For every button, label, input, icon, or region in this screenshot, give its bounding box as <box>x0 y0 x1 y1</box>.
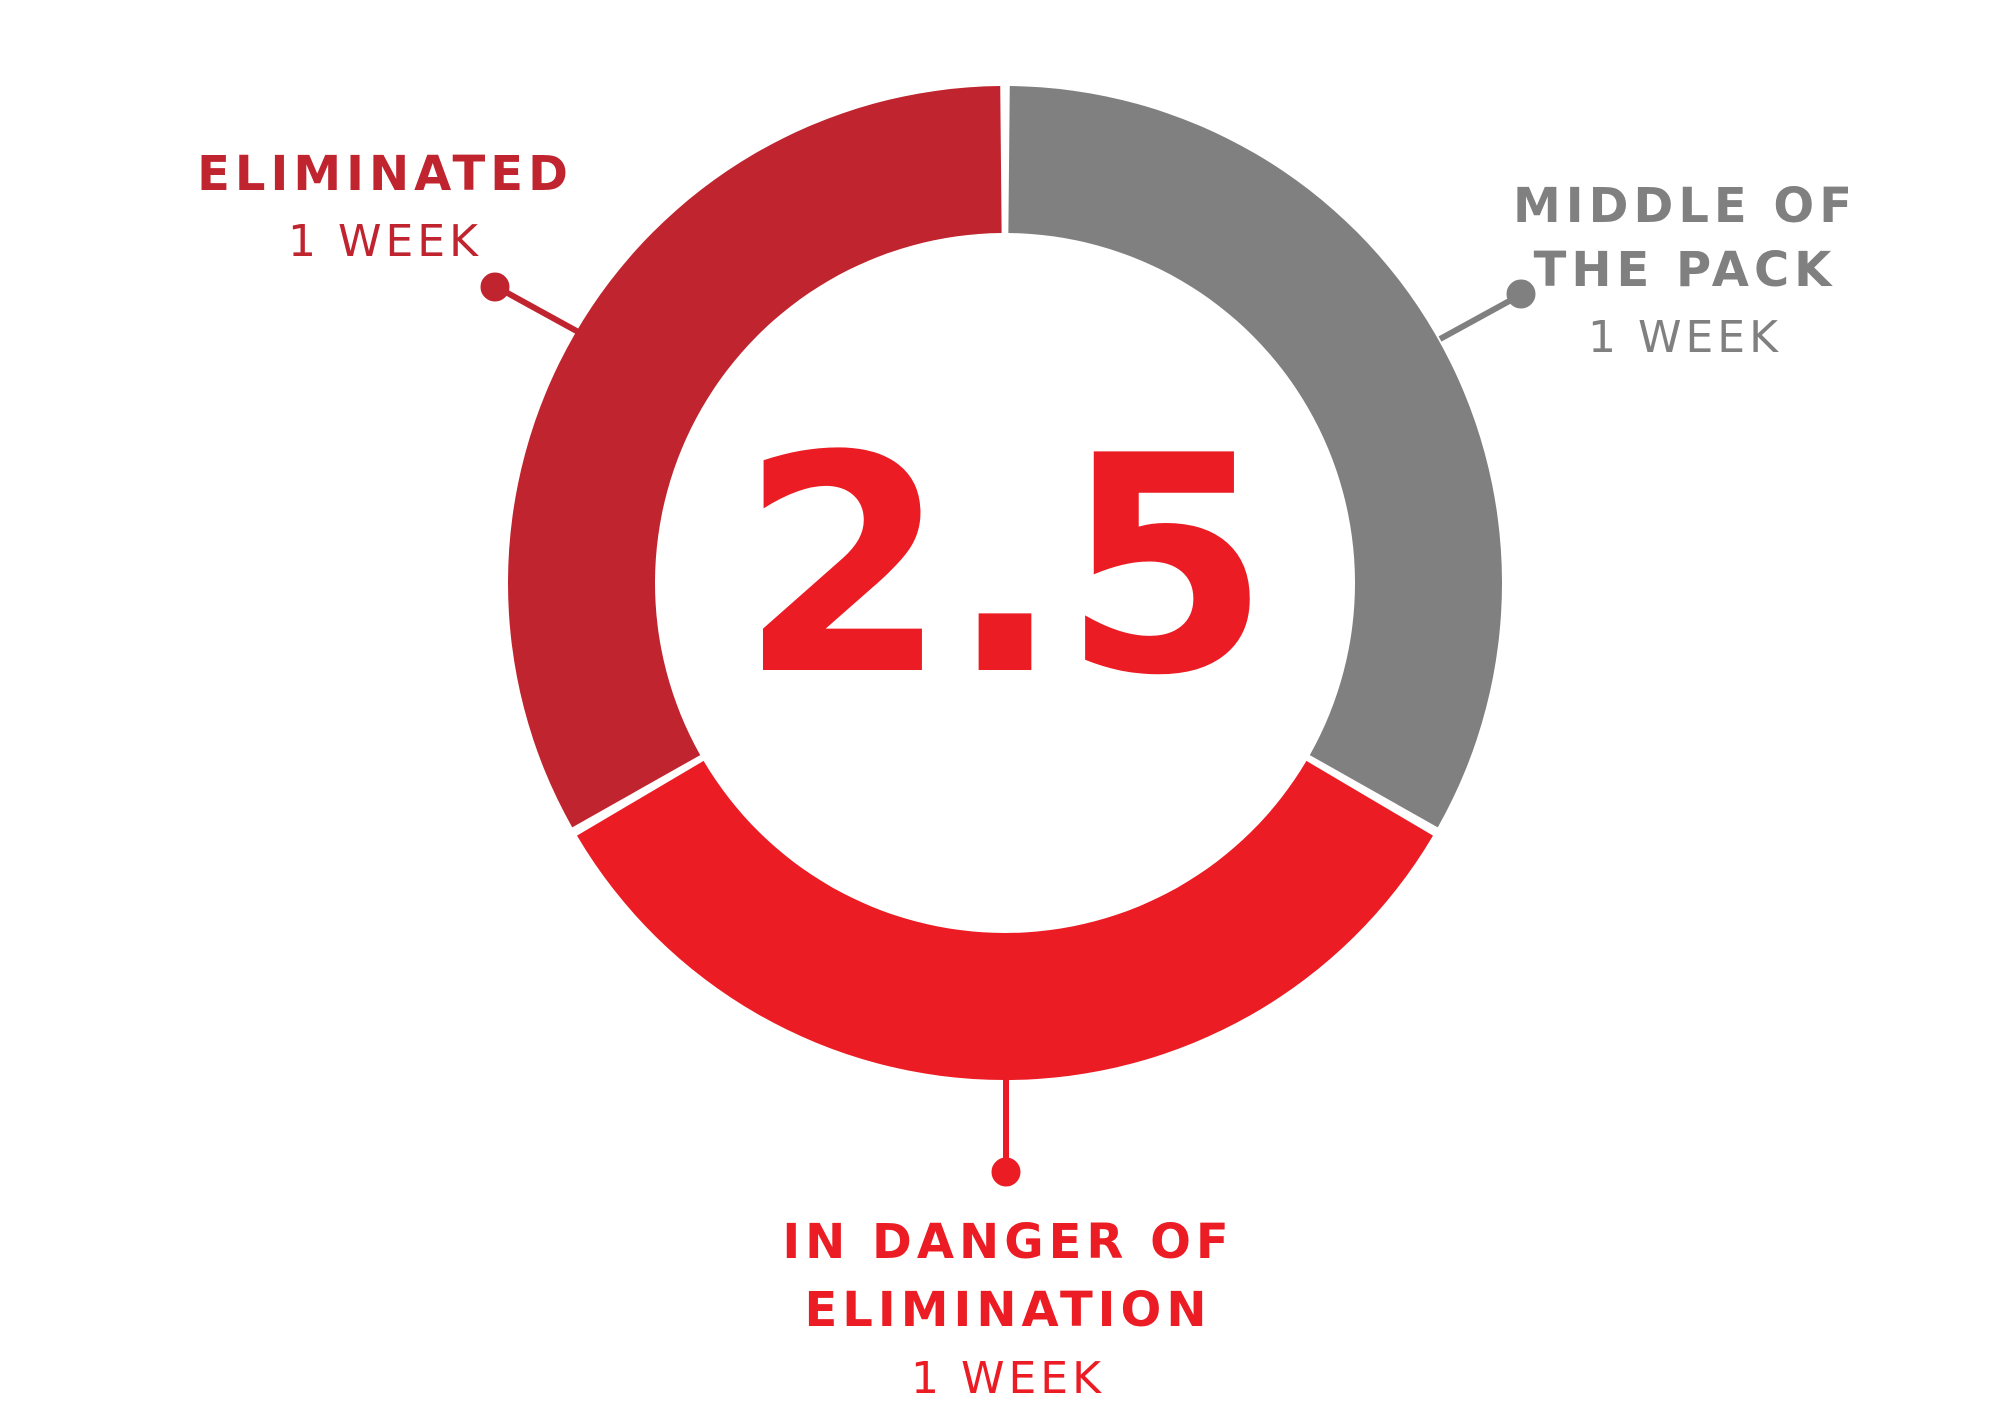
label-eliminated-value: 1 WEEK <box>288 216 482 267</box>
donut-slices <box>507 86 1502 1080</box>
label-middle-name-line1: MIDDLE OF <box>1513 178 1857 234</box>
center-value: 2.5 <box>739 392 1270 741</box>
label-eliminated: ELIMINATED 1 WEEK <box>197 146 573 267</box>
label-danger-name-line2: ELIMINATION <box>804 1282 1211 1338</box>
label-eliminated-name: ELIMINATED <box>197 146 573 202</box>
slice-in-danger-of-elimination <box>576 760 1434 1080</box>
label-danger-name-line1: IN DANGER OF <box>782 1214 1233 1270</box>
slice-eliminated <box>507 86 1002 828</box>
label-danger: IN DANGER OF ELIMINATION 1 WEEK <box>782 1214 1233 1404</box>
label-middle: MIDDLE OF THE PACK 1 WEEK <box>1513 178 1857 363</box>
leader-dot-danger <box>991 1157 1021 1187</box>
leader-middle <box>1438 279 1536 342</box>
slice-middle-of-the-pack <box>1008 86 1502 828</box>
leader-dot-eliminated <box>480 272 510 302</box>
label-danger-value: 1 WEEK <box>911 1353 1105 1404</box>
leader-danger <box>991 1079 1021 1187</box>
label-middle-value: 1 WEEK <box>1588 312 1782 363</box>
label-middle-name-line2: THE PACK <box>1534 242 1837 298</box>
leader-dot-middle <box>1506 279 1536 309</box>
leader-eliminated <box>480 272 584 337</box>
